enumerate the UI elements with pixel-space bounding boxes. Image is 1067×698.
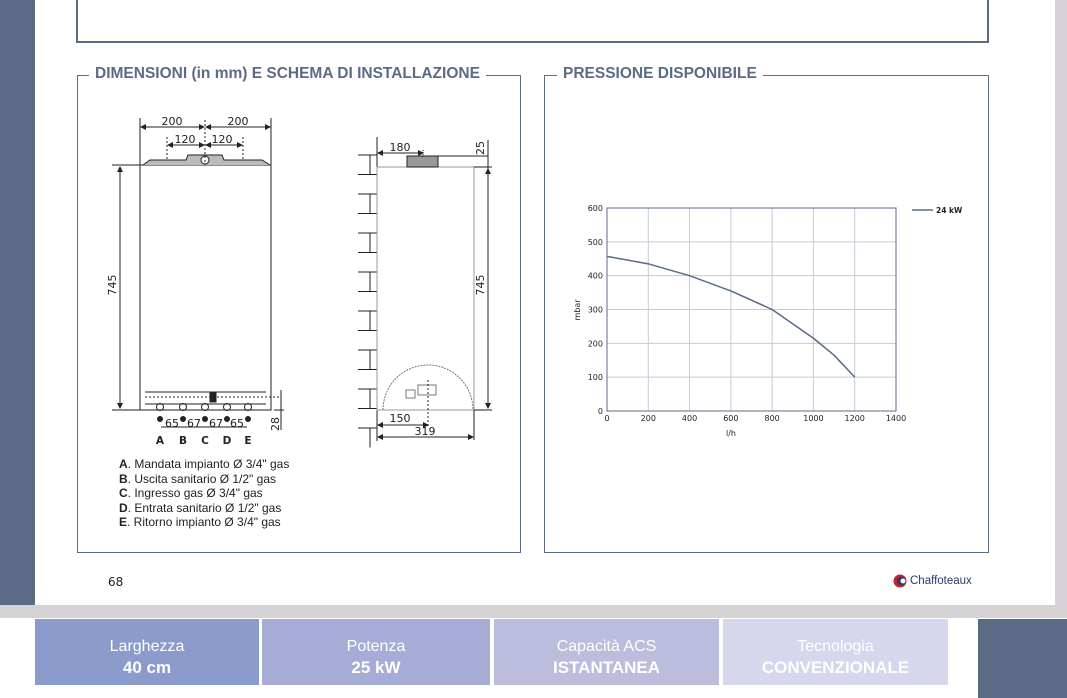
x-tick-label: 400 [682, 414, 697, 423]
y-tick-label: 300 [588, 306, 603, 315]
legend-item-a: A. Mandata impianto Ø 3/4" gas [119, 457, 290, 471]
dim-depth: 319 [415, 425, 436, 438]
connection-letter: B [179, 435, 187, 447]
front-view-diagram [112, 118, 284, 430]
dim-spacing-cd: 67 [209, 417, 223, 430]
left-sidebar-strip [0, 0, 35, 605]
right-scroll-strip [1055, 0, 1067, 605]
dim-width-right: 200 [228, 115, 249, 128]
connection-letter: A [156, 435, 165, 447]
legend-label: 24 kW [936, 206, 963, 215]
pressure-title: PRESSIONE DISPONIBILE [557, 65, 763, 83]
dim-side-height: 745 [474, 275, 487, 296]
series-line [606, 255, 856, 378]
tile-dhw-capacity: Capacità ACS ISTANTANEA [494, 619, 719, 685]
wall-bricks [358, 154, 377, 448]
x-tick-label: 1000 [803, 414, 823, 423]
legend-item-b: B. Uscita sanitario Ø 1/2" gas [119, 471, 276, 486]
connection-letter: D [223, 435, 232, 447]
connection-circles [156, 403, 252, 411]
y-tick-label: 200 [588, 339, 603, 348]
dim-flue-right: 120 [212, 133, 233, 146]
dimensions-panel: DIMENSIONI (in mm) E SCHEMA DI INSTALLAZ… [77, 65, 521, 553]
connections-detail [382, 364, 474, 411]
y-tick-label: 400 [588, 272, 603, 281]
top-box [76, 0, 989, 43]
pressure-chart: 0 200 400 600 800 1000 1200 1400 0 100 200 300 400 50… [573, 204, 963, 438]
connection-letter: C [201, 435, 209, 447]
x-tick-label: 1200 [845, 414, 865, 423]
legend-item-e: E. Ritorno impianto Ø 3/4" gas [119, 515, 281, 529]
x-tick-label: 600 [723, 414, 738, 423]
dim-spacing-ab: 65 [165, 417, 179, 430]
connection-markers [157, 416, 251, 422]
connection-letter: E [244, 435, 251, 447]
dim-bottom: 28 [269, 417, 282, 431]
flue-block [406, 155, 439, 168]
pressure-panel: PRESSIONE DISPONIBILE [544, 65, 989, 553]
y-tick-label: 100 [588, 373, 603, 382]
y-tick-label: 0 [598, 407, 603, 416]
page-separator [0, 605, 1067, 618]
legend-item-c: C. Ingresso gas Ø 3/4" gas [119, 486, 263, 500]
brand-logo-icon [893, 574, 907, 588]
boiler-side-outline [376, 166, 475, 411]
dimensions-title: DIMENSIONI (in mm) E SCHEMA DI INSTALLAZ… [89, 65, 486, 83]
next-page-edge [978, 619, 1067, 698]
dim-flue-height: 25 [474, 141, 487, 155]
tile-technology: Tecnologia CONVENZIONALE [723, 619, 948, 685]
x-tick-label: 200 [641, 414, 656, 423]
front-view-labels: 200 200 120 120 745 28 65 67 67 65 A B C… [106, 115, 282, 447]
side-view-labels: 180 25 745 150 319 [390, 141, 488, 438]
dim-width-left: 200 [162, 115, 183, 128]
x-tick-label: 800 [765, 414, 780, 423]
brand-name: Chaffoteaux [910, 575, 972, 587]
connections-legend: A. Mandata impianto Ø 3/4" gas B. Uscita… [119, 457, 289, 530]
dim-flue-distance: 180 [390, 141, 411, 154]
y-axis-label: mbar [573, 299, 582, 321]
dim-spacing-bc: 67 [187, 417, 201, 430]
page-number: 68 [108, 575, 124, 589]
dim-flue-left: 120 [175, 133, 196, 146]
x-tick-label: 1400 [886, 414, 906, 423]
x-axis-label: l/h [726, 429, 736, 438]
tile-power: Potenza 25 kW [262, 619, 490, 685]
boiler-front-outline [139, 164, 272, 411]
brand-logo: Chaffoteaux [893, 574, 972, 588]
legend-item-d: D. Entrata sanitario Ø 1/2" gas [119, 500, 282, 515]
dim-spacing-de: 65 [230, 417, 244, 430]
dim-connection-depth: 150 [390, 412, 411, 425]
side-view-diagram [358, 137, 492, 448]
y-tick-label: 500 [588, 238, 603, 247]
plot-frame [606, 207, 897, 412]
x-tick-label: 0 [604, 414, 609, 423]
y-tick-label: 600 [588, 204, 603, 213]
dim-height: 745 [106, 275, 119, 296]
tile-width: Larghezza 40 cm [35, 619, 259, 685]
